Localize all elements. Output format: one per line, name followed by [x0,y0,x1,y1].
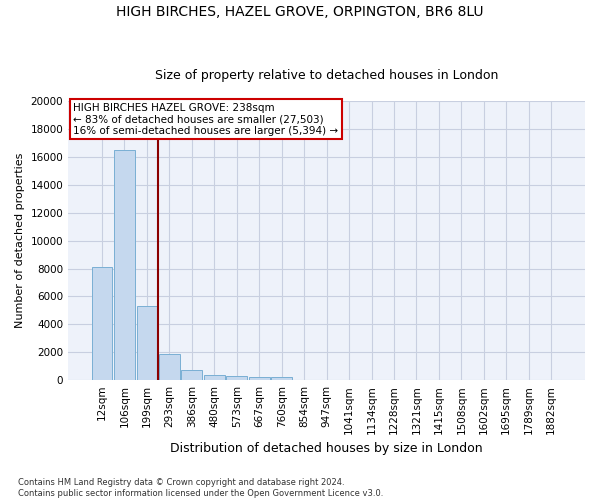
Bar [137,306,157,380]
Bar [114,150,135,380]
Bar [226,376,247,380]
Text: Contains HM Land Registry data © Crown copyright and database right 2024.
Contai: Contains HM Land Registry data © Crown c… [18,478,383,498]
Title: Size of property relative to detached houses in London: Size of property relative to detached ho… [155,69,498,82]
Bar [181,370,202,380]
Text: HIGH BIRCHES HAZEL GROVE: 238sqm
← 83% of detached houses are smaller (27,503)
1: HIGH BIRCHES HAZEL GROVE: 238sqm ← 83% o… [73,102,338,136]
Bar [249,377,269,380]
X-axis label: Distribution of detached houses by size in London: Distribution of detached houses by size … [170,442,483,455]
Bar [92,267,112,380]
Bar [271,378,292,380]
Text: HIGH BIRCHES, HAZEL GROVE, ORPINGTON, BR6 8LU: HIGH BIRCHES, HAZEL GROVE, ORPINGTON, BR… [116,5,484,19]
Y-axis label: Number of detached properties: Number of detached properties [15,153,25,328]
Bar [159,354,179,380]
Bar [204,375,224,380]
